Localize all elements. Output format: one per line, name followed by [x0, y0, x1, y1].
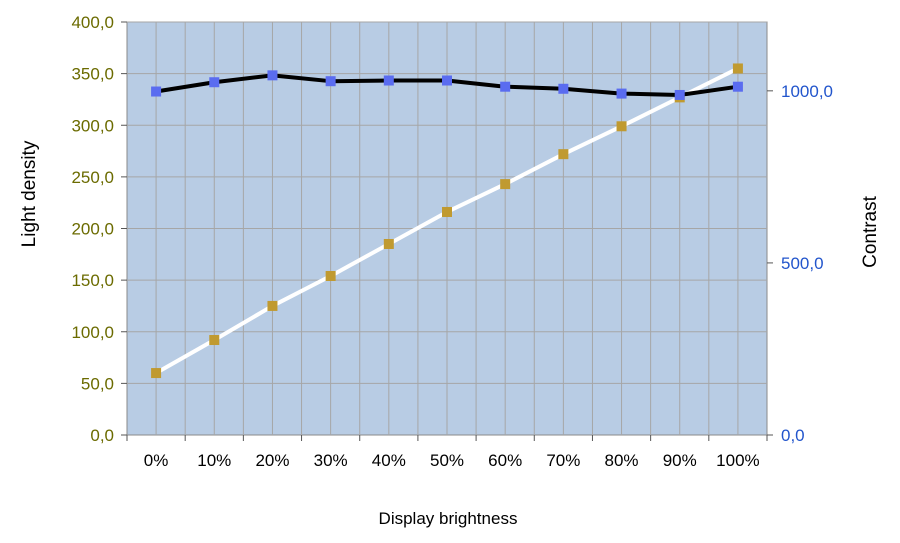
- y-left-tick-label: 350,0: [71, 65, 114, 84]
- tick-labels: 0,0 50,0 100,0 150,0 200,0 250,0 300,0 350,0 400…: [71, 13, 833, 470]
- y-left-tick-label: 100,0: [71, 323, 114, 342]
- data-point-left-axis: [151, 368, 162, 379]
- x-tick-label: 70%: [546, 451, 580, 470]
- data-point-right-axis: [325, 76, 336, 87]
- y-right-tick-label: 0,0: [781, 426, 805, 445]
- data-point-right-axis: [732, 81, 743, 92]
- data-point-right-axis: [674, 89, 685, 100]
- x-tick-label: 60%: [488, 451, 522, 470]
- y-right-tick-label: 1000,0: [781, 82, 833, 101]
- y-left-tick-label: 300,0: [71, 116, 114, 135]
- x-tick-label: 80%: [605, 451, 639, 470]
- y-left-tick-label: 150,0: [71, 271, 114, 290]
- y-left-tick-label: 0,0: [90, 426, 114, 445]
- series-layer: [151, 63, 743, 379]
- data-point-right-axis: [442, 75, 452, 86]
- data-point-right-axis: [500, 81, 511, 92]
- data-point-right-axis: [151, 86, 162, 97]
- x-tick-label: 30%: [314, 451, 348, 470]
- data-point-right-axis: [558, 83, 569, 94]
- y-right-tick-label: 500,0: [781, 254, 824, 273]
- y-left-tick-label: 250,0: [71, 168, 114, 187]
- data-point-right-axis: [383, 75, 394, 86]
- y-axis-left-title: Light density: [19, 140, 40, 247]
- data-point-left-axis: [383, 238, 394, 249]
- data-point-right-axis: [209, 77, 220, 88]
- y-left-tick-label: 400,0: [71, 13, 114, 32]
- data-point-left-axis: [558, 149, 569, 160]
- x-tick-label: 10%: [197, 451, 231, 470]
- data-point-left-axis: [325, 270, 336, 281]
- data-point-left-axis: [616, 121, 627, 132]
- x-tick-label: 0%: [144, 451, 169, 470]
- x-tick-label: 90%: [663, 451, 697, 470]
- x-axis-title: Display brightness: [379, 509, 518, 528]
- x-tick-label: 40%: [372, 451, 406, 470]
- axes: [121, 21, 773, 441]
- data-point-right-axis: [616, 88, 627, 99]
- y-axis-right-title: Contrast: [860, 195, 881, 268]
- y-left-tick-label: 50,0: [81, 374, 114, 393]
- data-point-left-axis: [732, 63, 743, 74]
- x-tick-label: 100%: [716, 451, 759, 470]
- data-point-right-axis: [267, 70, 278, 81]
- x-tick-label: 50%: [430, 451, 464, 470]
- y-left-tick-label: 200,0: [71, 220, 114, 239]
- data-point-left-axis: [500, 179, 511, 190]
- x-tick-label: 20%: [255, 451, 289, 470]
- data-point-left-axis: [209, 335, 220, 346]
- data-point-left-axis: [267, 300, 278, 311]
- data-point-left-axis: [442, 206, 452, 217]
